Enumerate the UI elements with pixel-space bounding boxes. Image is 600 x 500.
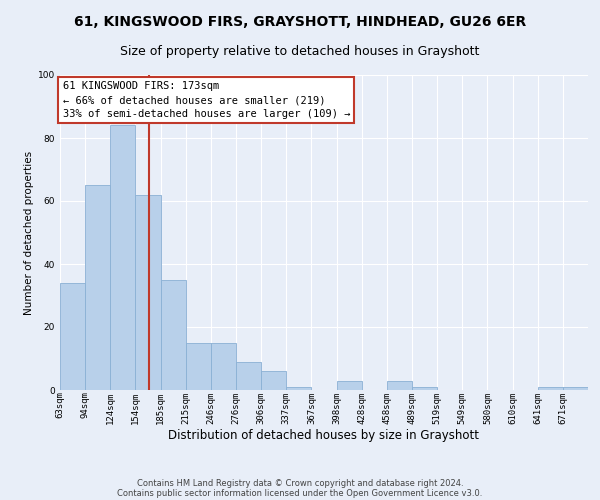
Bar xyxy=(110,126,136,390)
Bar xyxy=(563,387,588,390)
Bar xyxy=(60,283,85,390)
Bar xyxy=(412,387,437,390)
Bar xyxy=(186,343,211,390)
Bar xyxy=(211,343,236,390)
Bar xyxy=(85,185,110,390)
Text: Contains public sector information licensed under the Open Government Licence v3: Contains public sector information licen… xyxy=(118,488,482,498)
Bar xyxy=(261,371,286,390)
X-axis label: Distribution of detached houses by size in Grayshott: Distribution of detached houses by size … xyxy=(169,429,479,442)
Bar xyxy=(161,280,186,390)
Text: 61, KINGSWOOD FIRS, GRAYSHOTT, HINDHEAD, GU26 6ER: 61, KINGSWOOD FIRS, GRAYSHOTT, HINDHEAD,… xyxy=(74,15,526,29)
Bar xyxy=(236,362,261,390)
Text: Contains HM Land Registry data © Crown copyright and database right 2024.: Contains HM Land Registry data © Crown c… xyxy=(137,478,463,488)
Bar xyxy=(286,387,311,390)
Bar xyxy=(387,380,412,390)
Bar xyxy=(136,194,161,390)
Text: Size of property relative to detached houses in Grayshott: Size of property relative to detached ho… xyxy=(121,45,479,58)
Bar xyxy=(337,380,362,390)
Y-axis label: Number of detached properties: Number of detached properties xyxy=(24,150,34,314)
Bar xyxy=(538,387,563,390)
Text: 61 KINGSWOOD FIRS: 173sqm
← 66% of detached houses are smaller (219)
33% of semi: 61 KINGSWOOD FIRS: 173sqm ← 66% of detac… xyxy=(62,82,350,120)
